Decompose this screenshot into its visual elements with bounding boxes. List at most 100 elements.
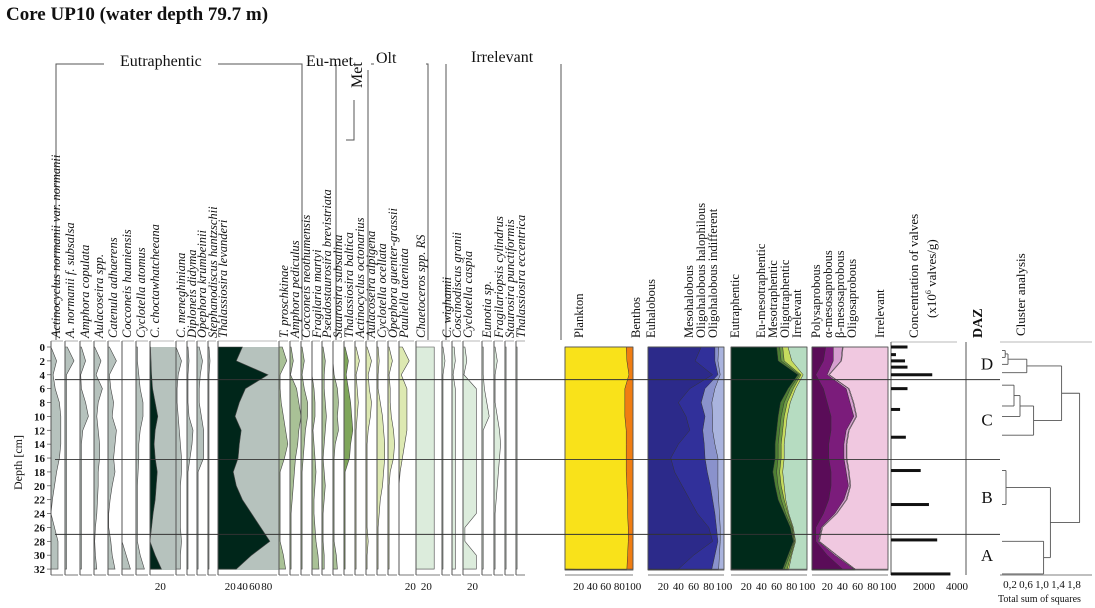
- taxon-area: [121, 347, 131, 570]
- concentration-bar: [891, 387, 908, 391]
- taxon-label: Pseudostaurosira brevistriata: [320, 189, 334, 339]
- taxon-area: [332, 347, 339, 570]
- eco-series-label: Oligotraphentic: [778, 259, 792, 338]
- depth-tick-label: 18: [34, 467, 46, 479]
- taxon-label: Fragilaria martyi: [310, 249, 324, 339]
- taxon-panel: Thalassiosira levanderi: [216, 219, 279, 576]
- taxon-label: Cyclotella ocellata: [375, 243, 389, 338]
- taxon-label: Eunotia sp.: [480, 281, 494, 339]
- taxon-tick-label: 40: [237, 581, 249, 593]
- taxon-label: Cocconeis neothumensis: [299, 215, 313, 338]
- depth-tick-label: 4: [40, 370, 46, 382]
- eco-series-label: Benthos: [629, 297, 643, 338]
- taxon-area: [289, 346, 302, 570]
- eco-series-label: Euhalobous: [644, 279, 658, 338]
- eco-series-label: Oligohalobous indifferent: [706, 208, 720, 338]
- eco-series-area: [647, 346, 714, 571]
- taxon-area: [365, 346, 372, 570]
- taxon-label: C. meneghiniana: [174, 253, 188, 338]
- eco-tick-label: 100: [625, 581, 642, 593]
- taxon-area: [217, 346, 271, 570]
- cluster-tick-label: 0,2: [1003, 579, 1017, 591]
- eco-panel-saprobity: 20 40 60 80 100: [811, 346, 897, 593]
- taxon-tick-label: 20: [225, 581, 237, 593]
- eco-series-label: Oligohalobous halophilous: [694, 203, 708, 338]
- taxon-label: Fragilariopsis cylindrus: [492, 216, 506, 339]
- taxon-label: Aulacoseira alpigena: [364, 231, 378, 339]
- taxon-label: C. wighamii: [440, 276, 454, 338]
- chart-title: Core UP10 (water depth 79.7 m): [6, 4, 269, 25]
- concentration-bar: [891, 407, 901, 411]
- taxon-panel: A. normanii f. subsalsa: [63, 222, 78, 576]
- group-label-met: Met: [349, 62, 366, 88]
- eco-tick-label: 80: [703, 581, 715, 593]
- depth-tick-label: 14: [34, 439, 46, 451]
- taxon-label: Thalassiosira eccentrica: [514, 215, 528, 338]
- taxon-panel: Actinocyclus normanii var. normanii: [49, 154, 63, 576]
- daz-label: DAZ: [971, 308, 986, 338]
- eco-tick-label: 60: [688, 581, 700, 593]
- eco-series-label: Plankton: [572, 293, 586, 338]
- concentration-bar: [891, 503, 929, 507]
- concentration-tick-label: 4000: [946, 581, 969, 593]
- taxon-panel: Aulacoseira alpigena: [364, 231, 378, 576]
- taxon-label: Cyclotella atomus: [134, 247, 148, 338]
- group-label-eu-met: Eu-met: [306, 53, 354, 70]
- eco-tick-label: 40: [673, 581, 685, 593]
- depth-tick-label: 22: [34, 495, 46, 507]
- taxon-panel: Pauliella taeniata: [397, 248, 414, 576]
- taxon-area: [387, 346, 395, 570]
- concentration-bar: [891, 359, 906, 363]
- concentration-bar: [891, 469, 921, 473]
- depth-axis-label: Depth [cm]: [11, 435, 25, 490]
- eco-series-label: Mesohalobous: [682, 265, 696, 338]
- taxon-area: [415, 346, 435, 570]
- taxon-label: Actinocyclus octonarius: [353, 217, 367, 339]
- taxon-label: Chaetoceros spp. RS: [414, 234, 428, 338]
- eco-series-area: [811, 346, 844, 571]
- taxon-area: [398, 346, 410, 570]
- eco-series-label: β-mesosaprobous: [833, 250, 847, 338]
- eco-tick-label: 40: [837, 581, 849, 593]
- taxon-area: [493, 346, 501, 570]
- concentration-bar: [891, 365, 908, 369]
- concentration-bar: [891, 572, 951, 576]
- taxon-panel: Staurosira punctiformis: [503, 219, 517, 576]
- eco-tick-label: 100: [716, 581, 733, 593]
- eco-tick-label: 40: [756, 581, 768, 593]
- taxon-area: [149, 346, 162, 570]
- depth-tick-label: 6: [40, 384, 46, 396]
- taxon-area: [300, 346, 308, 570]
- cluster-tick-label: 1,4: [1051, 579, 1065, 591]
- depth-tick-label: 24: [34, 509, 46, 521]
- eco-series-label: Irrelevant: [873, 289, 887, 338]
- depth-tick-label: 26: [34, 522, 46, 534]
- taxon-area: [481, 346, 490, 570]
- taxon-area: [175, 346, 182, 570]
- taxon-label: Diploneis didyma: [185, 249, 199, 339]
- taxon-area: [321, 346, 327, 570]
- concentration-tick-label: 2000: [913, 581, 936, 593]
- concentration-bar: [891, 435, 906, 439]
- concentration-label: Concentration of valves: [906, 214, 921, 338]
- depth-tick-label: 2: [40, 356, 46, 368]
- taxon-area: [93, 346, 103, 570]
- taxon-panel: Cyclotella atomus: [134, 247, 148, 576]
- depth-tick-label: 20: [34, 481, 46, 493]
- eco-tick-label: 100: [880, 581, 897, 593]
- taxon-area: [354, 346, 360, 570]
- eco-tick-label: 60: [600, 581, 612, 593]
- eco-series-label: Polysaprobous: [809, 264, 823, 338]
- taxon-label: T. proschkinae: [277, 265, 291, 338]
- taxon-area: [135, 346, 145, 570]
- taxon-panel: Thalassiosira eccentrica: [514, 215, 528, 576]
- taxon-panel: C. meneghiniana: [174, 253, 188, 576]
- eco-panel-frame: [647, 346, 725, 571]
- depth-tick-label: 30: [34, 550, 46, 562]
- taxon-panel: Coscinodiscus granii: [450, 232, 464, 576]
- cluster-label: Cluster analysis: [1013, 253, 1028, 336]
- cluster-xlabel: Total sum of squares: [998, 594, 1081, 605]
- eco-series-label: Mesotraphentic: [766, 260, 780, 338]
- taxon-area: [186, 346, 194, 570]
